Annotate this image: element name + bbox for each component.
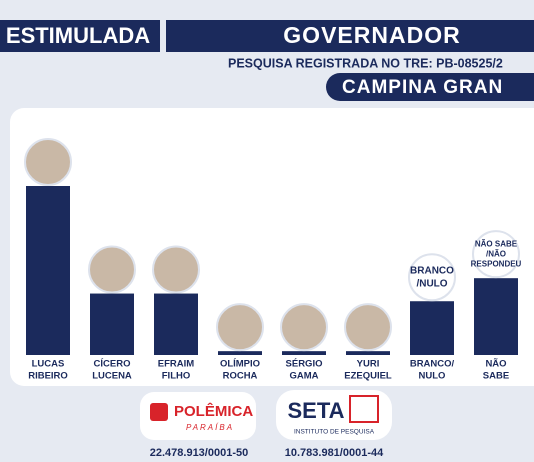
candidate-photo bbox=[24, 138, 72, 186]
seta-icon bbox=[349, 395, 379, 423]
polemica-sub: PARAÍBA bbox=[186, 423, 234, 432]
x-tick-label: NULO bbox=[419, 371, 446, 382]
x-tick-label: RIBEIRO bbox=[28, 371, 68, 382]
candidate-photo bbox=[88, 245, 136, 294]
polemica-logo-box bbox=[140, 392, 256, 440]
x-tick-label: CÍCERO bbox=[94, 359, 131, 370]
x-tick-label: YURI bbox=[357, 359, 380, 370]
x-tick-label: FILHO bbox=[162, 371, 191, 382]
x-tick-label: OLÍMPIO bbox=[220, 359, 260, 370]
seta-id: 10.783.981/0001-44 bbox=[285, 447, 384, 459]
bubble-label: NÃO SABE bbox=[475, 239, 518, 248]
chart-title: GOVERNADOR bbox=[283, 22, 460, 48]
x-tick-label: BRANCO/ bbox=[410, 359, 455, 370]
bar bbox=[218, 351, 262, 355]
label-bubble bbox=[408, 253, 456, 302]
x-tick-label: EZEQUIEL bbox=[344, 371, 392, 382]
x-tick-label: NÃO bbox=[485, 359, 506, 370]
city-banner bbox=[326, 73, 534, 101]
polemica-id: 22.478.913/0001-50 bbox=[150, 447, 248, 459]
bar bbox=[474, 278, 518, 355]
bubble-label: /NÃO bbox=[486, 249, 506, 258]
bubble-label: BRANCO bbox=[410, 265, 454, 276]
x-tick-label: LUCAS bbox=[32, 359, 65, 370]
bar bbox=[346, 351, 390, 355]
bubble-label: /NULO bbox=[416, 278, 447, 289]
x-tick-label: SABE bbox=[483, 371, 509, 382]
candidate-photo bbox=[152, 245, 200, 294]
seta-logo: SETA bbox=[287, 398, 344, 423]
seta-sub: INSTITUTO DE PESQUISA bbox=[294, 429, 375, 436]
bar bbox=[154, 293, 198, 355]
left-banner-text: ESTIMULADA bbox=[6, 23, 150, 48]
x-tick-label: ROCHA bbox=[223, 371, 258, 382]
bar bbox=[26, 186, 70, 355]
x-tick-label: GAMA bbox=[289, 371, 318, 382]
polemica-logo: POLÊMICA bbox=[174, 402, 253, 420]
label-bubble bbox=[472, 230, 520, 279]
subtitle: PESQUISA REGISTRADA NO TRE: PB-08525/2 bbox=[228, 56, 503, 70]
candidate-photo bbox=[344, 303, 392, 352]
bubble-label: RESPONDEU bbox=[471, 259, 522, 268]
bar bbox=[410, 301, 454, 355]
left-banner bbox=[0, 20, 160, 52]
seta-logo-box bbox=[276, 390, 392, 440]
chart-panel bbox=[10, 108, 534, 386]
bar bbox=[282, 351, 326, 355]
city: CAMPINA GRAN bbox=[342, 77, 503, 98]
candidate-photo bbox=[280, 303, 328, 352]
x-tick-label: SÉRGIO bbox=[286, 359, 323, 370]
polemica-icon bbox=[150, 403, 168, 421]
title-banner bbox=[166, 20, 534, 52]
candidate-photo bbox=[216, 303, 264, 352]
x-tick-label: LUCENA bbox=[92, 371, 132, 382]
x-tick-label: EFRAIM bbox=[158, 359, 195, 370]
bar bbox=[90, 293, 134, 355]
